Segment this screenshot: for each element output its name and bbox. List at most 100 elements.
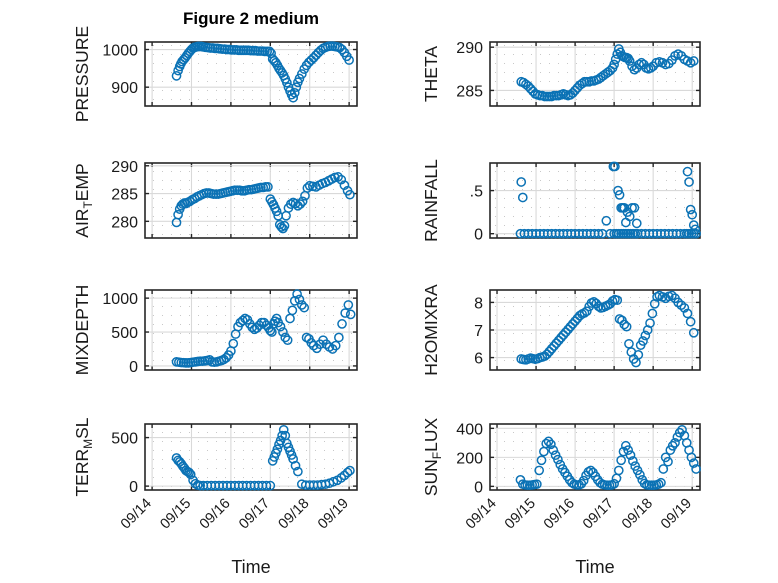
data-point — [221, 352, 232, 363]
y-tick-label: 290 — [456, 40, 483, 57]
data-point — [613, 465, 624, 476]
data-point — [549, 341, 559, 351]
data-point — [570, 316, 580, 327]
y-tick-label: 1000 — [102, 43, 138, 60]
data-point — [293, 466, 303, 477]
x-axis-label: Time — [575, 557, 614, 577]
data-point — [619, 319, 630, 330]
data-point — [629, 202, 640, 213]
data-point — [640, 330, 651, 341]
y-axis-label: MIXDEPTH — [72, 285, 92, 375]
data-point — [334, 332, 344, 343]
data-point — [272, 444, 283, 455]
data-point — [534, 465, 545, 476]
data-point — [609, 478, 619, 489]
data-point — [279, 220, 290, 231]
data-point — [275, 65, 286, 76]
data-series — [516, 44, 699, 102]
data-point — [624, 56, 635, 66]
data-point — [676, 300, 687, 311]
data-point — [542, 349, 552, 360]
data-point — [259, 317, 269, 328]
subplot-container: 900 1000 PRESSURE 285 290 THETA 280 285 290 AIRTE… — [72, 26, 701, 577]
data-point — [321, 339, 332, 350]
data-point — [345, 465, 355, 476]
subplot-row2-right: 0 .5 RAINFALL — [421, 159, 701, 244]
data-point — [621, 321, 632, 332]
data-point — [682, 166, 693, 177]
data-point — [278, 327, 288, 337]
y-tick-label: 500 — [111, 431, 138, 448]
y-tick-label: 200 — [456, 450, 483, 467]
data-point — [546, 439, 556, 450]
minor-grid — [491, 164, 699, 237]
data-point — [345, 309, 356, 320]
data-point — [679, 303, 690, 313]
data-point — [189, 193, 200, 204]
data-point — [297, 196, 308, 207]
data-point — [667, 290, 677, 301]
data-point — [543, 436, 554, 447]
data-series — [171, 41, 354, 103]
data-point — [647, 308, 658, 319]
data-point — [684, 177, 694, 187]
y-axis-label: TERRMSL — [72, 417, 95, 496]
data-point — [593, 301, 604, 312]
data-point — [544, 346, 555, 357]
data-point — [553, 454, 563, 465]
y-tick-label: 0 — [474, 479, 483, 496]
data-point — [623, 445, 634, 455]
data-point — [593, 228, 604, 239]
data-series — [515, 424, 701, 491]
data-series — [171, 424, 355, 491]
y-axis-label: PRESSURE — [72, 26, 92, 122]
y-tick-label: 6 — [474, 351, 483, 368]
data-point — [691, 228, 701, 239]
data-point — [282, 77, 292, 88]
data-point — [292, 289, 302, 299]
data-point — [517, 192, 528, 203]
data-point — [282, 335, 293, 346]
data-point — [610, 161, 620, 172]
data-point — [614, 190, 625, 200]
data-series — [516, 290, 699, 368]
data-point — [516, 177, 527, 187]
data-point — [601, 215, 612, 226]
data-point — [261, 480, 272, 491]
y-tick-label: 7 — [474, 323, 483, 340]
data-point — [277, 430, 287, 441]
data-point — [337, 319, 347, 329]
data-point — [558, 330, 569, 340]
data-point — [531, 479, 542, 490]
y-tick-label: 280 — [111, 214, 138, 231]
data-point — [578, 475, 589, 486]
minor-grid — [491, 43, 699, 105]
data-point — [339, 470, 350, 481]
subplot-row2-left: 280 285 290 AIRTEMP — [72, 159, 358, 239]
data-point — [667, 440, 678, 451]
data-point — [252, 323, 262, 333]
data-point — [195, 480, 206, 491]
data-point — [560, 327, 571, 338]
data-point — [579, 308, 590, 318]
data-point — [616, 455, 627, 466]
y-tick-label: 500 — [111, 325, 138, 342]
data-point — [228, 338, 239, 349]
data-point — [185, 469, 196, 480]
data-point — [289, 87, 300, 98]
subplot-row3-left: 0 500 1000 MIXDEPTH — [72, 285, 358, 376]
data-point — [633, 349, 644, 360]
data-point — [563, 324, 573, 335]
data-point — [541, 438, 552, 449]
data-point — [285, 199, 296, 209]
data-point — [291, 82, 302, 93]
y-tick-label: 0 — [129, 479, 138, 496]
data-point — [639, 478, 650, 489]
y-tick-label: 400 — [456, 421, 483, 438]
y-tick-label: 0 — [129, 359, 138, 376]
data-point — [333, 172, 343, 182]
y-axis-label: AIRTEMP — [72, 163, 95, 237]
data-point — [690, 224, 701, 235]
data-point — [263, 182, 273, 192]
